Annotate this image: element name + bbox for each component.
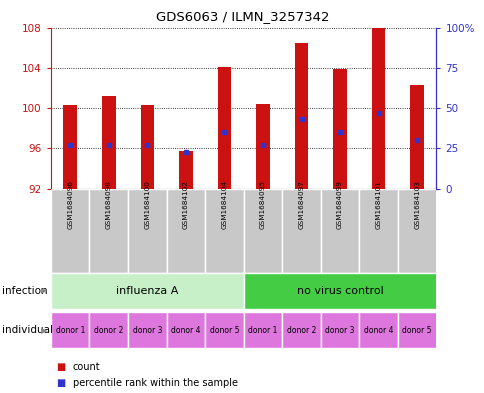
Bar bbox=[243, 273, 436, 309]
Bar bbox=[102, 96, 115, 189]
Text: donor 5: donor 5 bbox=[402, 326, 431, 334]
Text: donor 3: donor 3 bbox=[325, 326, 354, 334]
Text: GSM1684100: GSM1684100 bbox=[144, 180, 150, 229]
Bar bbox=[359, 189, 397, 273]
Text: donor 5: donor 5 bbox=[209, 326, 239, 334]
Bar bbox=[89, 312, 128, 348]
Text: donor 1: donor 1 bbox=[55, 326, 85, 334]
Text: ■: ■ bbox=[56, 378, 65, 388]
Text: GSM1684095: GSM1684095 bbox=[259, 180, 265, 229]
Bar bbox=[256, 104, 269, 189]
Text: GSM1684099: GSM1684099 bbox=[336, 180, 342, 229]
Bar bbox=[359, 312, 397, 348]
Bar bbox=[205, 189, 243, 273]
Text: donor 4: donor 4 bbox=[363, 326, 393, 334]
Bar bbox=[320, 189, 359, 273]
Bar bbox=[205, 312, 243, 348]
Text: individual: individual bbox=[2, 325, 53, 335]
Bar bbox=[166, 312, 205, 348]
Text: donor 2: donor 2 bbox=[286, 326, 316, 334]
Bar bbox=[51, 189, 89, 273]
Bar bbox=[89, 189, 128, 273]
Text: count: count bbox=[73, 362, 100, 373]
Text: donor 4: donor 4 bbox=[171, 326, 200, 334]
Text: GSM1684104: GSM1684104 bbox=[221, 180, 227, 229]
Text: infection: infection bbox=[2, 286, 48, 296]
Bar bbox=[282, 312, 320, 348]
Text: GSM1684097: GSM1684097 bbox=[298, 180, 304, 229]
Text: GSM1684103: GSM1684103 bbox=[413, 180, 419, 229]
Text: influenza A: influenza A bbox=[116, 286, 178, 296]
Text: GDS6063 / ILMN_3257342: GDS6063 / ILMN_3257342 bbox=[155, 10, 329, 23]
Text: ■: ■ bbox=[56, 362, 65, 373]
Bar bbox=[409, 85, 423, 189]
Text: GSM1684102: GSM1684102 bbox=[182, 180, 188, 229]
Text: no virus control: no virus control bbox=[296, 286, 383, 296]
Text: ▶: ▶ bbox=[41, 286, 47, 295]
Bar bbox=[397, 312, 436, 348]
Bar bbox=[371, 26, 385, 189]
Bar bbox=[294, 42, 308, 189]
Text: donor 1: donor 1 bbox=[248, 326, 277, 334]
Bar bbox=[51, 273, 243, 309]
Bar bbox=[128, 312, 166, 348]
Bar bbox=[243, 189, 282, 273]
Bar bbox=[128, 189, 166, 273]
Text: ▶: ▶ bbox=[41, 326, 47, 334]
Bar bbox=[166, 189, 205, 273]
Text: donor 3: donor 3 bbox=[132, 326, 162, 334]
Bar bbox=[51, 312, 89, 348]
Bar bbox=[282, 189, 320, 273]
Bar bbox=[397, 189, 436, 273]
Bar bbox=[320, 312, 359, 348]
Text: donor 2: donor 2 bbox=[94, 326, 123, 334]
Text: percentile rank within the sample: percentile rank within the sample bbox=[73, 378, 237, 388]
Text: GSM1684098: GSM1684098 bbox=[106, 180, 111, 229]
Bar bbox=[217, 67, 231, 189]
Bar bbox=[333, 69, 346, 189]
Bar bbox=[243, 312, 282, 348]
Text: GSM1684096: GSM1684096 bbox=[67, 180, 73, 229]
Bar bbox=[179, 151, 192, 189]
Bar bbox=[140, 105, 154, 189]
Bar bbox=[63, 105, 77, 189]
Text: GSM1684101: GSM1684101 bbox=[375, 180, 381, 229]
